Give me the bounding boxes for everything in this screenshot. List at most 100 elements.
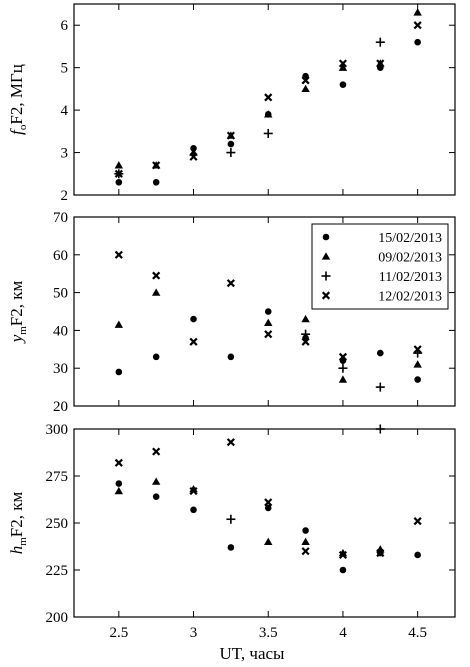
data-point [338,63,348,71]
data-point [413,345,422,354]
x-tick-label: 4.5 [408,625,427,641]
data-point [338,352,348,361]
data-point [414,376,421,383]
y-tick-label: 3 [61,146,69,162]
y-tick-label: 4 [61,103,69,119]
data-point [413,8,422,16]
series-x [114,250,422,361]
legend-marker-triangle [321,252,331,260]
y-tick-label: 6 [61,18,69,34]
data-point [152,178,160,186]
y-tick-label: 225 [46,563,69,579]
series-plus [301,329,423,392]
y-tick-label: 2 [61,188,69,204]
series-plus [226,424,385,524]
data-point [301,314,310,323]
data-point [114,458,123,467]
x-axis-label: UT, часы [220,644,286,663]
legend-marker-circle [322,233,330,241]
y-tick-label: 200 [46,610,69,626]
data-point [376,349,384,357]
legend-label: 12/02/2013 [378,290,442,305]
data-point [414,38,421,46]
series-circle [115,38,421,186]
data-point [115,178,123,186]
chart-panels: 2 3 4 5 6 foF2, МГц 20 30 40 50 60 70 ymF2, км 15/02/… [7,3,456,641]
data-point [114,250,123,259]
data-point [413,360,422,368]
series-triangle [114,477,385,557]
y-tick-label: 70 [53,210,68,226]
data-point [301,76,310,85]
data-point [376,59,385,68]
y-tick-label: 60 [53,248,68,264]
data-point [301,337,310,346]
y-axis-label: foF2, МГц [7,64,29,135]
legend-marker-x [321,291,331,300]
data-point [152,353,160,361]
data-point [151,477,161,485]
data-point [114,320,124,328]
data-point [227,140,235,148]
data-point [152,447,161,456]
data-point [301,84,310,93]
series-circle [115,480,421,574]
panel-2: 20 30 40 50 60 70 ymF2, км 15/02/2013 09/02/2013… [7,210,456,415]
data-point [227,544,235,551]
panel-3: 200 225 250 275 300 2.5 3 3.5 4 4.5 hmF2, км [7,422,456,641]
data-point [375,37,385,47]
x-tick-label: 3.5 [259,625,278,641]
data-point [226,131,235,140]
data-point [190,315,197,323]
series-x [114,21,422,178]
data-point [152,271,161,280]
series-circle [115,308,421,383]
data-point [375,424,385,434]
data-point [264,318,273,326]
y-tick-label: 300 [46,422,69,438]
data-point [152,493,160,500]
data-point [264,498,273,507]
y-tick-label: 50 [53,286,68,302]
data-point [226,514,236,524]
series-x [114,438,422,560]
plot-frame [73,3,456,196]
data-point [301,329,311,339]
y-tick-label: 250 [46,516,69,532]
plot-frame [73,428,456,618]
legend-marker-plus [321,271,331,281]
data-point [338,375,348,383]
data-point [226,438,235,447]
data-point [151,288,161,296]
data-point [414,551,421,559]
data-point [264,330,273,339]
data-point [338,550,348,560]
data-point [264,308,272,315]
data-point [264,504,272,512]
data-point [226,148,236,158]
y-tick-label: 275 [46,469,69,485]
data-point [339,566,347,574]
data-point [114,161,124,169]
y-axis-label: hmF2, км [7,491,29,554]
legend-label: 11/02/2013 [379,270,442,285]
series-triangle [114,8,422,169]
data-point [189,337,198,346]
data-point [115,480,123,487]
panel-1: 2 3 4 5 6 foF2, МГц [7,3,456,204]
series-triangle [114,288,422,383]
y-tick-label: 30 [53,361,68,377]
data-point [413,21,422,30]
x-tick-label: 4 [339,625,347,641]
x-tick-label: 2.5 [109,625,128,641]
y-axis-label: ymF2, км [7,280,29,344]
data-point [339,81,347,88]
y-tick-label: 20 [53,399,68,415]
data-point [227,353,235,361]
series-plus [114,37,385,179]
data-point [189,486,198,496]
data-point [115,368,123,376]
data-point [189,152,198,161]
data-point [264,537,273,545]
